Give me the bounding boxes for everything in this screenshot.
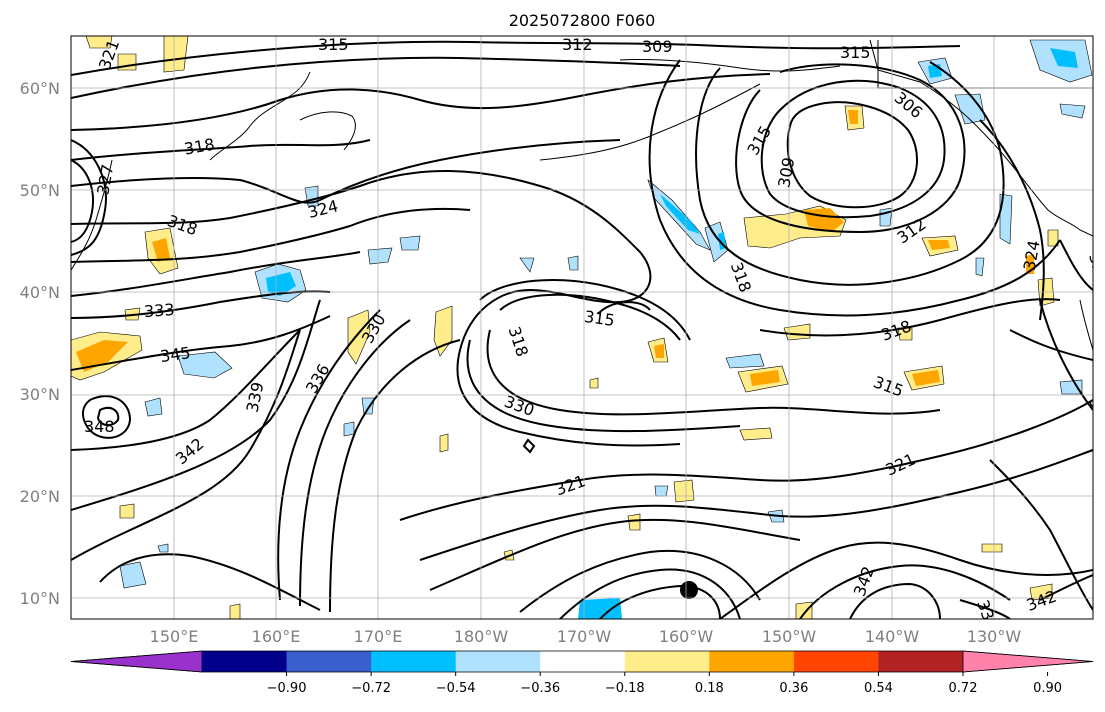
map-background [71,36,1093,619]
lon-label: 150°E [150,627,199,646]
colorbar-tick-label: −0.90 [267,681,307,696]
strong-negative-shading [266,48,1078,619]
lat-label: 50°N [20,181,60,200]
contour-label: 348 [84,417,115,436]
lon-label: 180°W [454,627,509,646]
colorbar-swatch [624,651,710,672]
contour-label: 315 [318,35,349,54]
lon-label: 160°W [659,627,714,646]
lon-label: 150°W [762,627,817,646]
longitude-labels: 150°E 160°E 170°E 180°W 170°W 160°W 150°… [150,627,1022,646]
colorbar-outline [70,650,1094,673]
lon-label: 160°E [252,627,301,646]
graticule [71,36,1093,619]
colorbar-tick-label: −0.54 [436,681,476,696]
colorbar: −0.90 −0.72 −0.54 −0.36 −0.18 0.18 0.36 0.54 0.7… [70,650,1094,696]
colorbar-extend-low [70,650,203,673]
contour-label: 312 [562,35,593,54]
figure-title: 2025072800 F060 [509,11,656,30]
colorbar-extend-high [962,650,1094,673]
colorbar-tick-label: −0.36 [520,681,560,696]
contour-label: 315 [583,307,616,330]
lon-label: 170°E [354,627,403,646]
lon-label: 140°W [865,627,920,646]
colorbar-tick-label: 0.72 [949,681,978,696]
lat-label: 20°N [20,487,60,506]
contour-label: 333 [143,300,175,321]
colorbar-swatches [70,650,1094,673]
isentropic-contours [71,40,1093,619]
colorbar-tick-label: 0.90 [1033,681,1062,696]
colorbar-swatch [878,651,964,672]
colorbar-swatch [709,651,795,672]
colorbar-ticks: −0.90 −0.72 −0.54 −0.36 −0.18 0.18 0.36 0.54 0.7… [267,672,1062,696]
map-panel: 315 312 309 315 321 318 324 318 306 315 … [70,35,1105,620]
colorbar-swatch [202,651,288,672]
lat-label: 60°N [20,79,60,98]
colorbar-tick-label: 0.18 [695,681,724,696]
map-frame [70,35,1094,620]
contour-label: 309 [642,37,673,56]
colorbar-tick-label: 0.54 [864,681,893,696]
latitude-labels: 60°N 50°N 40°N 30°N 20°N 10°N [20,79,60,608]
colorbar-swatch [371,651,457,672]
contour-label: 345 [159,343,192,366]
colorbar-tick-label: −0.18 [605,681,645,696]
lat-label: 30°N [20,385,60,404]
colorbar-swatch [540,651,626,672]
colorbar-swatch [286,651,372,672]
contour-label: 327 [1085,251,1105,285]
lat-label: 40°N [20,283,60,302]
contour-label: 315 [840,43,871,62]
colorbar-swatch [793,651,879,672]
lon-label: 170°W [557,627,612,646]
colorbar-tick-label: 0.36 [779,681,808,696]
colorbar-swatch [455,651,541,672]
colorbar-tick-label: −0.72 [351,681,391,696]
lat-label: 10°N [20,589,60,608]
lon-label: 130°W [967,627,1022,646]
cyclone-center [680,581,698,599]
